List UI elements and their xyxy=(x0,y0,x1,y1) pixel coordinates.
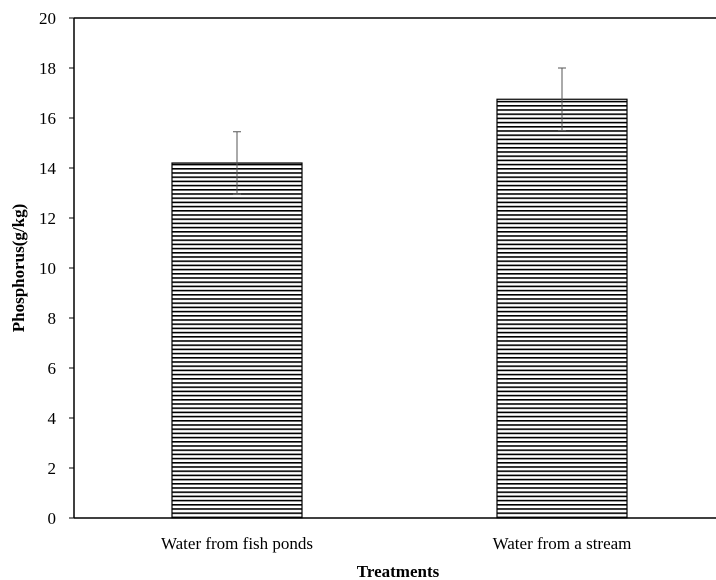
x-category-label: Water from a stream xyxy=(493,534,632,553)
x-axis-title: Treatments xyxy=(357,562,440,580)
y-tick-label: 16 xyxy=(39,109,56,128)
y-tick-label: 20 xyxy=(39,9,56,28)
bar xyxy=(171,162,303,519)
y-tick-label: 14 xyxy=(39,159,57,178)
bar xyxy=(496,98,628,519)
y-tick-label: 8 xyxy=(48,309,57,328)
y-tick-label: 2 xyxy=(48,459,57,478)
y-tick-label: 0 xyxy=(48,509,57,528)
y-tick-label: 10 xyxy=(39,259,56,278)
y-axis-title: Phosphorus(g/kg) xyxy=(9,204,28,332)
y-tick-label: 18 xyxy=(39,59,56,78)
y-axis-ticks: 0 2 4 6 8 10 12 14 16 18 20 xyxy=(39,9,74,528)
y-tick-label: 4 xyxy=(48,409,57,428)
y-tick-label: 6 xyxy=(48,359,57,378)
y-tick-label: 12 xyxy=(39,209,56,228)
x-axis-category-labels: Water from fish ponds Water from a stream xyxy=(161,534,631,553)
x-category-label: Water from fish ponds xyxy=(161,534,313,553)
bars xyxy=(171,98,628,519)
error-bars xyxy=(233,67,566,195)
